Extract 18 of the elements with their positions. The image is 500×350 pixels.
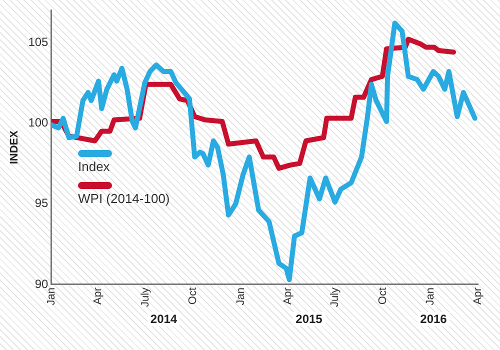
y-tick-label: 100: [28, 115, 49, 130]
text: 2016: [417, 312, 450, 326]
x-tick-label: Jan: [424, 287, 437, 306]
text: 2014: [147, 312, 180, 326]
x-tick-label: Apr: [92, 287, 104, 305]
x-tick-label: Oct: [187, 287, 200, 305]
x-tick-label: July: [139, 286, 152, 307]
text: 2015: [292, 312, 326, 326]
legend-label: Index: [78, 159, 111, 174]
x-tick-label: Jan: [234, 287, 247, 306]
x-tick-label: Apr: [282, 287, 294, 305]
legend-label: WPI (2014-100): [78, 191, 170, 206]
y-tick-label: 105: [28, 34, 49, 49]
x-tick-label: Oct: [376, 287, 389, 305]
x-tick-label: Apr: [472, 287, 484, 305]
y-tick-label: 95: [34, 196, 49, 210]
x-tick-label: July: [329, 286, 342, 307]
y-axis-title: INDEX: [8, 130, 21, 164]
